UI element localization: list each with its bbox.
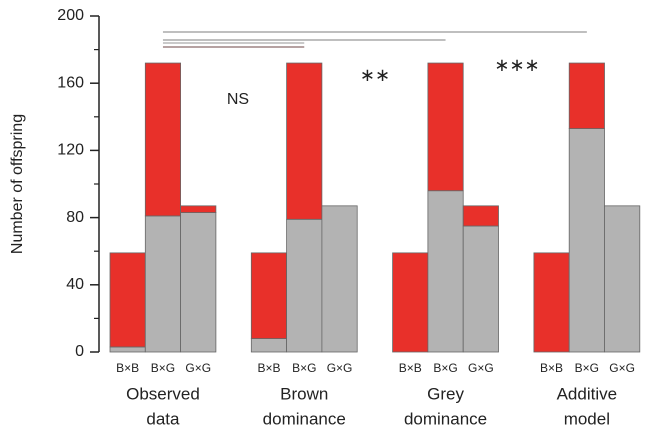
x-tick-label: G×G [468, 361, 494, 375]
bar-segment [568, 62, 605, 129]
bar-segment [427, 62, 464, 192]
bar-segment [286, 62, 323, 220]
bar-segment [604, 205, 641, 353]
y-tick-label: 80 [66, 209, 84, 226]
bar-segment [109, 252, 146, 348]
y-tick-label: 120 [57, 142, 84, 159]
x-tick-label: B×B [540, 361, 563, 375]
group-label: dominance [404, 409, 487, 428]
significance-label: ∗∗∗ [494, 55, 539, 75]
group-label: data [146, 409, 180, 428]
x-tick-label: B×B [116, 361, 139, 375]
bar-segment [462, 225, 499, 353]
x-tick-label: B×B [399, 361, 422, 375]
y-tick-label: 0 [75, 343, 84, 360]
x-tick-label: B×G [433, 361, 457, 375]
bar-segment [286, 218, 323, 353]
x-tick-label: B×G [151, 361, 175, 375]
bar-segment [462, 205, 499, 227]
x-tick-label: G×G [327, 361, 353, 375]
bar-segment [250, 252, 288, 339]
significance-label: NS [227, 91, 249, 108]
y-axis-label: Number of offspring [9, 114, 26, 254]
group-label: Grey [427, 384, 464, 403]
bar-segment [144, 62, 182, 217]
bar-segment [109, 346, 146, 353]
bar-segment [180, 212, 217, 353]
group-label: model [564, 409, 610, 428]
bar-segment [427, 190, 464, 353]
x-tick-label: G×G [609, 361, 635, 375]
significance-label: ∗∗ [360, 65, 390, 85]
bar-segment [250, 338, 288, 353]
group-label: Brown [280, 384, 328, 403]
group-label: Additive [557, 384, 617, 403]
bar-segment [392, 252, 429, 353]
bar-segment [180, 205, 217, 213]
y-tick-label: 160 [57, 74, 84, 91]
x-tick-label: G×G [185, 361, 211, 375]
bar-segment [533, 252, 570, 353]
bar-segment [568, 128, 605, 353]
group-label: Observed [126, 384, 200, 403]
x-tick-label: B×G [575, 361, 599, 375]
y-tick-label: 200 [57, 7, 84, 24]
group-label: dominance [263, 409, 346, 428]
bar-segment [144, 215, 182, 353]
bar-segment [321, 205, 358, 353]
x-tick-label: B×G [292, 361, 316, 375]
y-tick-label: 40 [66, 276, 84, 293]
x-tick-label: B×B [257, 361, 280, 375]
